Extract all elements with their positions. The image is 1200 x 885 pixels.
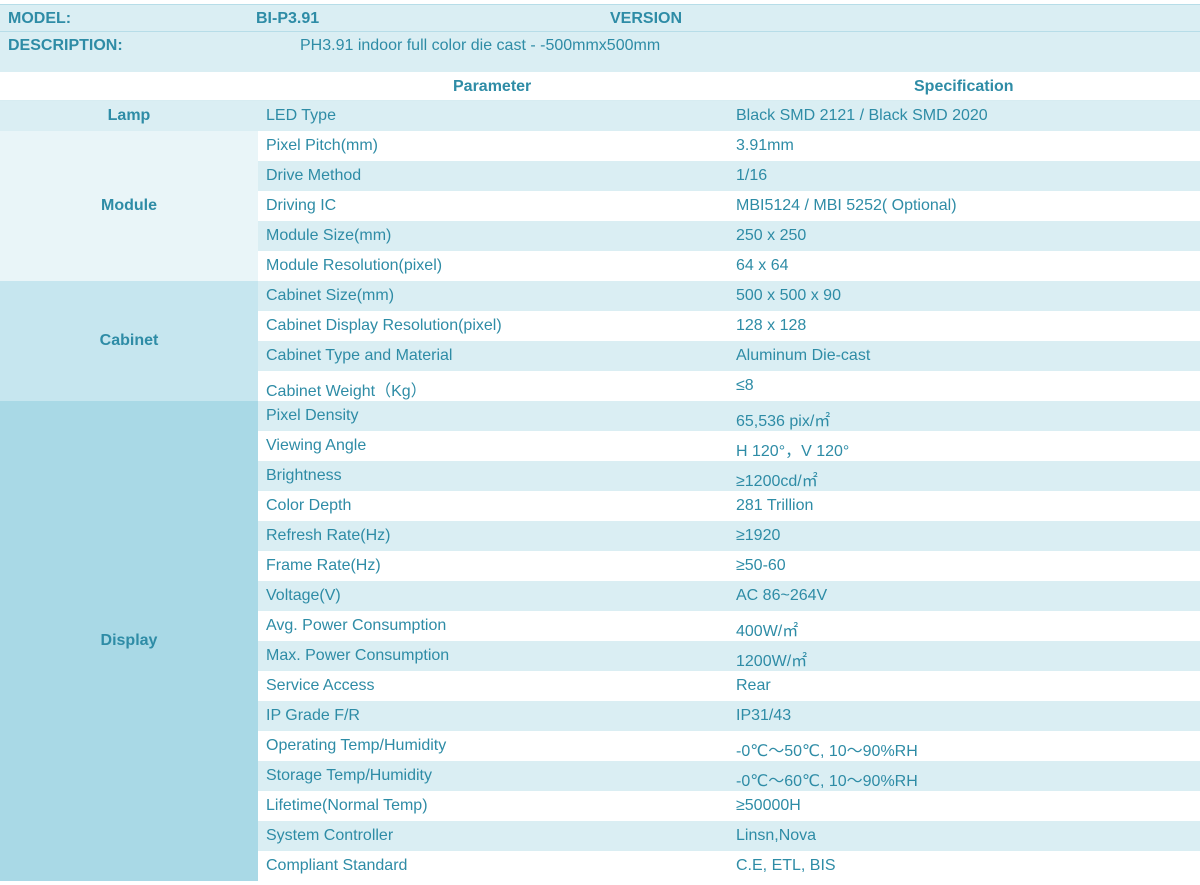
specification-cell: ≥1920 [736, 527, 781, 544]
parameter-column-header: Parameter [453, 78, 532, 95]
spec-row: Driving IC MBI5124 / MBI 5252( Optional) [258, 191, 1200, 221]
spec-row: Cabinet Display Resolution(pixel) 128 x 1… [258, 311, 1200, 341]
specification-cell: 128 x 128 [736, 317, 807, 334]
spec-row: Pixel Density 65,536 pix/㎡ [258, 401, 1200, 431]
group-label: Module [101, 197, 157, 214]
parameter-cell: Operating Temp/Humidity [266, 737, 447, 754]
specification-cell: 281 Trillion [736, 497, 814, 514]
spec-row: System Controller Linsn,Nova [258, 821, 1200, 851]
spec-row: Voltage(V) AC 86~264V [258, 581, 1200, 611]
specification-cell: Rear [736, 677, 771, 694]
model-value: BI-P3.91 [256, 10, 320, 27]
spec-row: Viewing Angle H 120°，V 120° [258, 431, 1200, 461]
parameter-cell: Voltage(V) [266, 587, 341, 604]
spec-row: Cabinet Size(mm) 500 x 500 x 90 [258, 281, 1200, 311]
specification-cell: ≥1200cd/㎡ [736, 473, 818, 490]
specification-cell: 400W/㎡ [736, 623, 799, 640]
version-label: VERSION [610, 10, 683, 27]
spec-row: Max. Power Consumption 1200W/㎡ [258, 641, 1200, 671]
specification-cell: 1200W/㎡ [736, 653, 808, 670]
spec-row: Module Size(mm) 250 x 250 [258, 221, 1200, 251]
spec-row: Operating Temp/Humidity -0℃～50℃, 10～90%RH [258, 731, 1200, 761]
specification-cell: 250 x 250 [736, 227, 807, 244]
parameter-cell: LED Type [266, 107, 336, 124]
specification-cell: 64 x 64 [736, 257, 789, 274]
spec-row: Lifetime(Normal Temp) ≥50000H [258, 791, 1200, 821]
spec-row: Cabinet Type and Material Aluminum Die-ca… [258, 341, 1200, 371]
description-value: PH3.91 indoor full color die cast - -500… [300, 37, 661, 54]
model-label: MODEL: [8, 10, 72, 27]
specification-cell: ≥50-60 [736, 557, 786, 574]
parameter-cell: Color Depth [266, 497, 352, 514]
group-display: Display [0, 401, 258, 881]
specification-cell: -0℃～50℃, 10～90%RH [736, 743, 918, 760]
spec-row: Storage Temp/Humidity -0℃～60℃, 10～90%RH [258, 761, 1200, 791]
specification-cell: Aluminum Die-cast [736, 347, 871, 364]
description-row: DESCRIPTION: PH3.91 indoor full color di… [0, 31, 1200, 72]
model-row: MODEL: BI-P3.91 VERSION [0, 4, 1200, 31]
parameter-cell: Pixel Pitch(mm) [266, 137, 379, 154]
group-lamp: Lamp [0, 101, 258, 131]
specification-cell: 65,536 pix/㎡ [736, 413, 831, 430]
parameter-cell: Brightness [266, 467, 342, 484]
group-label: Lamp [107, 107, 151, 124]
parameter-cell: Module Size(mm) [266, 227, 392, 244]
spec-row: Brightness ≥1200cd/㎡ [258, 461, 1200, 491]
specification-cell: 500 x 500 x 90 [736, 287, 841, 304]
parameter-cell: Storage Temp/Humidity [266, 767, 432, 784]
specification-cell: IP31/43 [736, 707, 792, 724]
specification-cell: Linsn,Nova [736, 827, 817, 844]
spec-row: LED Type Black SMD 2121 / Black SMD 2020 [258, 101, 1200, 131]
spec-row: Service Access Rear [258, 671, 1200, 701]
column-header-row: Parameter Specification [0, 72, 1200, 101]
parameter-cell: Drive Method [266, 167, 362, 184]
specification-cell: C.E, ETL, BIS [736, 857, 836, 874]
specification-cell: -0℃～60℃, 10～90%RH [736, 773, 918, 790]
specification-cell: Black SMD 2121 / Black SMD 2020 [736, 107, 988, 124]
parameter-cell: Cabinet Size(mm) [266, 287, 395, 304]
parameter-cell: Module Resolution(pixel) [266, 257, 443, 274]
specification-cell: H 120°，V 120° [736, 443, 850, 460]
specification-cell: 3.91mm [736, 137, 794, 154]
spec-row: IP Grade F/R IP31/43 [258, 701, 1200, 731]
spec-row: Compliant Standard C.E, ETL, BIS [258, 851, 1200, 881]
spec-row: Avg. Power Consumption 400W/㎡ [258, 611, 1200, 641]
parameter-cell: Cabinet Type and Material [266, 347, 453, 364]
group-label: Display [100, 632, 158, 649]
specification-cell: ≤8 [736, 377, 754, 394]
specification-cell: MBI5124 / MBI 5252( Optional) [736, 197, 957, 214]
spec-row: Color Depth 281 Trillion [258, 491, 1200, 521]
spec-row: Cabinet Weight（Kg） ≤8 [258, 371, 1200, 401]
parameter-cell: Service Access [266, 677, 375, 694]
parameter-cell: Pixel Density [266, 407, 359, 424]
specification-column-header: Specification [914, 78, 1014, 95]
spec-row: Drive Method 1/16 [258, 161, 1200, 191]
spec-row: Frame Rate(Hz) ≥50-60 [258, 551, 1200, 581]
parameter-cell: Frame Rate(Hz) [266, 557, 381, 574]
parameter-cell: Refresh Rate(Hz) [266, 527, 391, 544]
parameter-cell: Lifetime(Normal Temp) [266, 797, 428, 814]
group-cabinet: Cabinet [0, 281, 258, 401]
parameter-cell: Viewing Angle [266, 437, 367, 454]
specification-cell: AC 86~264V [736, 587, 828, 604]
parameter-cell: Avg. Power Consumption [266, 617, 447, 634]
parameter-cell: Driving IC [266, 197, 337, 214]
group-module: Module [0, 131, 258, 281]
parameter-cell: Max. Power Consumption [266, 647, 450, 664]
specification-cell: ≥50000H [736, 797, 801, 814]
spec-row: Module Resolution(pixel) 64 x 64 [258, 251, 1200, 281]
parameter-cell: Cabinet Display Resolution(pixel) [266, 317, 502, 334]
group-label: Cabinet [99, 332, 159, 349]
parameter-cell: Compliant Standard [266, 857, 408, 874]
spec-row: Pixel Pitch(mm) 3.91mm [258, 131, 1200, 161]
spec-row: Refresh Rate(Hz) ≥1920 [258, 521, 1200, 551]
description-label: DESCRIPTION: [8, 37, 123, 54]
parameter-cell: IP Grade F/R [266, 707, 360, 724]
specification-cell: 1/16 [736, 167, 768, 184]
parameter-cell: Cabinet Weight（Kg） [266, 383, 427, 400]
parameter-cell: System Controller [266, 827, 394, 844]
